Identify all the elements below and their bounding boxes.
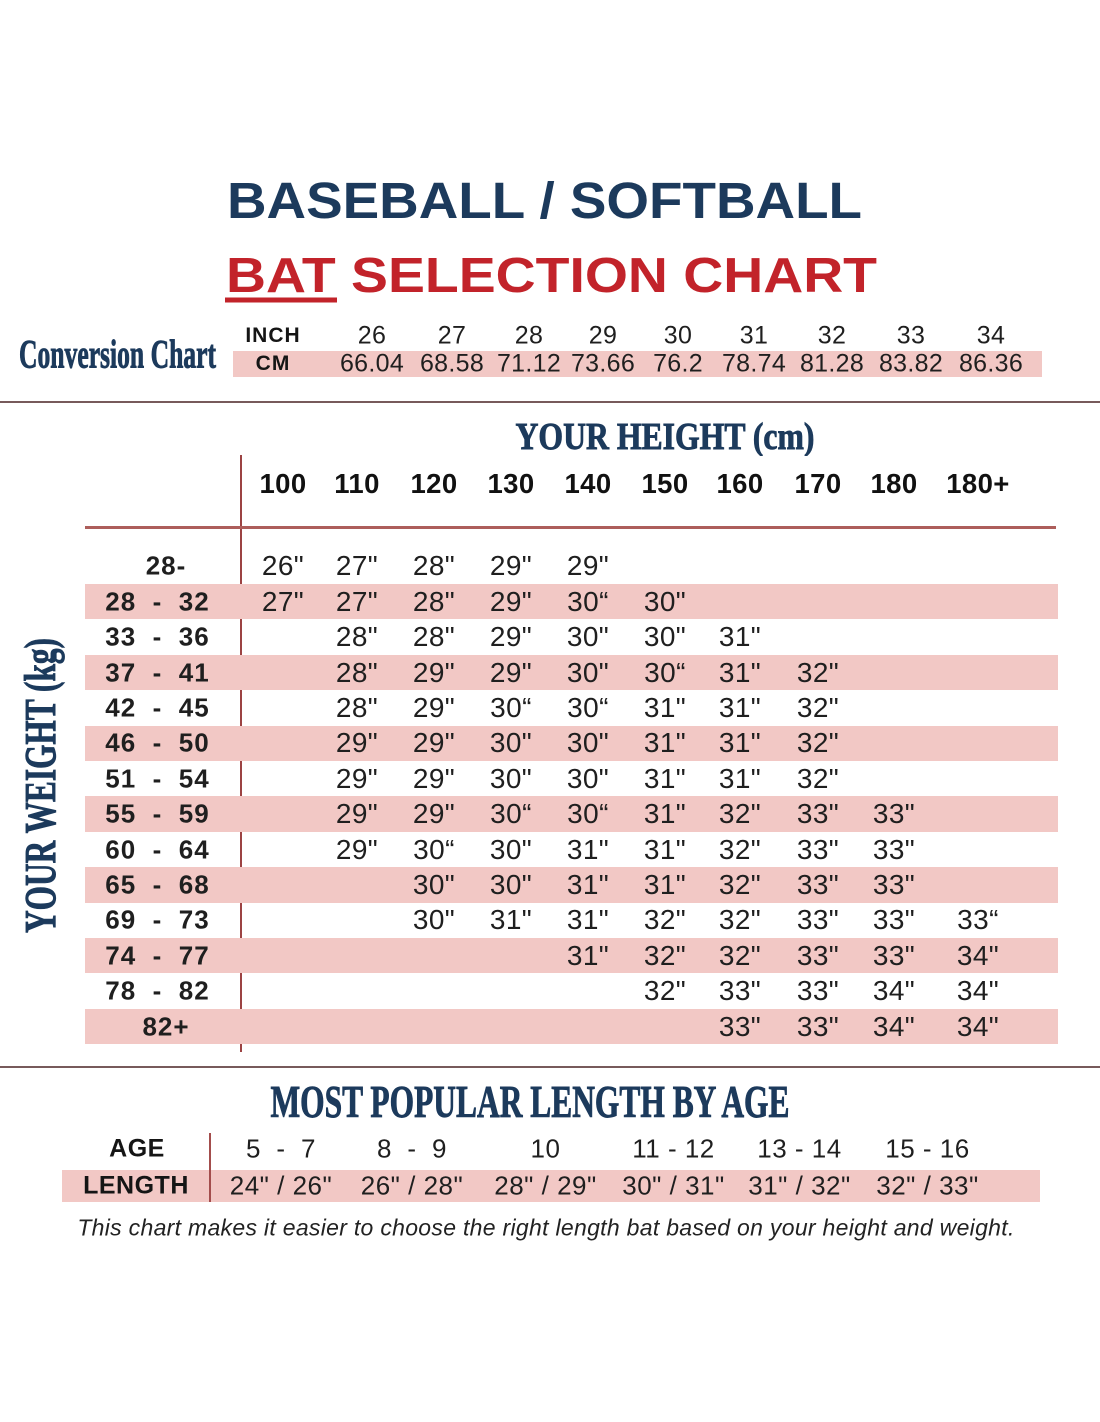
svg-text:Conversion Chart: Conversion Chart (19, 332, 216, 377)
svg-text:YOUR HEIGHT (cm): YOUR HEIGHT (cm) (516, 416, 815, 456)
svg-text:BAT SELECTION CHART: BAT SELECTION CHART (226, 249, 877, 303)
svg-text:BASEBALL / SOFTBALL: BASEBALL / SOFTBALL (227, 172, 862, 229)
svg-text:YOUR WEIGHT (kg): YOUR WEIGHT (kg) (16, 638, 65, 933)
svg-text:MOST POPULAR LENGTH BY AGE: MOST POPULAR LENGTH BY AGE (271, 1078, 790, 1124)
